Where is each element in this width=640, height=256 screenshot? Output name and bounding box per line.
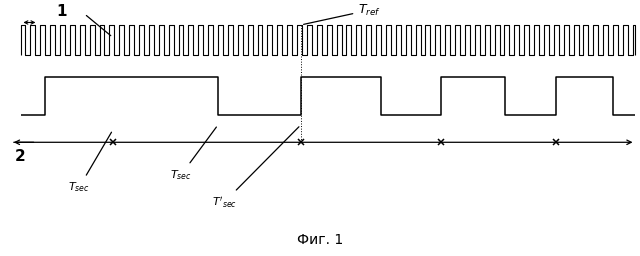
Text: 2: 2	[15, 148, 26, 164]
Text: 1: 1	[57, 4, 67, 19]
Text: $T_{sec}$: $T_{sec}$	[170, 127, 216, 182]
Text: Фиг. 1: Фиг. 1	[297, 233, 343, 247]
Text: $T_{sec}$: $T_{sec}$	[68, 132, 111, 194]
Text: $T_{ref}$: $T_{ref}$	[303, 3, 381, 24]
Text: $T'_{sec}$: $T'_{sec}$	[212, 127, 299, 210]
